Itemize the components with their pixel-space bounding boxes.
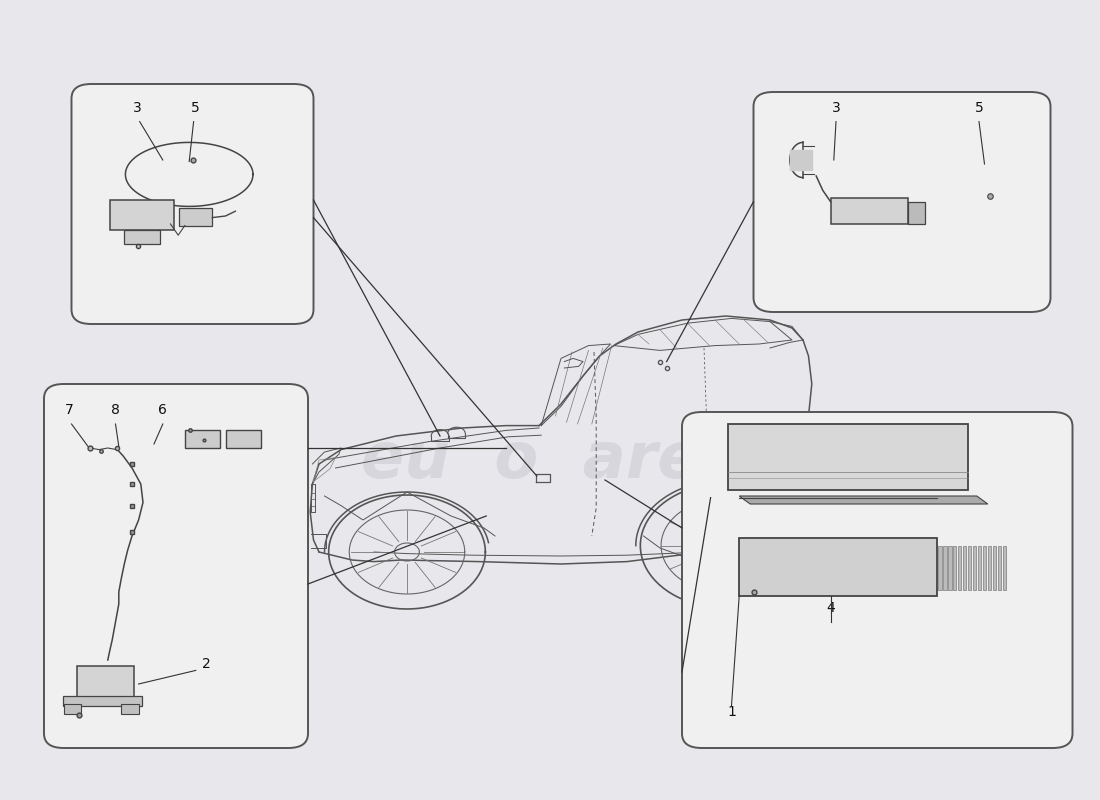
- FancyBboxPatch shape: [64, 704, 81, 714]
- FancyBboxPatch shape: [739, 538, 937, 596]
- Text: 3: 3: [832, 101, 840, 115]
- Text: 5: 5: [975, 101, 983, 115]
- Text: 2: 2: [202, 657, 211, 671]
- FancyBboxPatch shape: [978, 546, 981, 590]
- FancyBboxPatch shape: [908, 202, 925, 224]
- FancyBboxPatch shape: [948, 546, 951, 590]
- FancyBboxPatch shape: [63, 696, 142, 706]
- FancyBboxPatch shape: [972, 546, 977, 590]
- FancyBboxPatch shape: [179, 208, 212, 226]
- FancyBboxPatch shape: [1003, 546, 1005, 590]
- FancyBboxPatch shape: [992, 546, 997, 590]
- FancyBboxPatch shape: [754, 92, 1050, 312]
- FancyBboxPatch shape: [682, 412, 1072, 748]
- FancyBboxPatch shape: [110, 200, 174, 230]
- FancyBboxPatch shape: [830, 198, 908, 224]
- Text: 6: 6: [158, 403, 167, 418]
- Text: OIDE: OIDE: [706, 489, 724, 495]
- FancyBboxPatch shape: [72, 84, 314, 324]
- FancyBboxPatch shape: [983, 546, 986, 590]
- FancyBboxPatch shape: [728, 424, 968, 490]
- Polygon shape: [739, 496, 988, 504]
- FancyBboxPatch shape: [124, 230, 160, 244]
- FancyBboxPatch shape: [968, 546, 971, 590]
- FancyBboxPatch shape: [938, 546, 942, 590]
- Text: 4: 4: [826, 601, 835, 615]
- FancyBboxPatch shape: [44, 384, 308, 748]
- Text: 3: 3: [133, 101, 142, 115]
- Text: 5: 5: [191, 101, 200, 115]
- Text: 8: 8: [111, 403, 120, 418]
- FancyBboxPatch shape: [958, 546, 961, 590]
- FancyBboxPatch shape: [226, 430, 261, 448]
- FancyBboxPatch shape: [964, 546, 966, 590]
- Text: 7: 7: [65, 403, 74, 418]
- FancyBboxPatch shape: [998, 546, 1001, 590]
- FancyBboxPatch shape: [121, 704, 139, 714]
- FancyBboxPatch shape: [953, 546, 956, 590]
- FancyBboxPatch shape: [988, 546, 991, 590]
- Text: 1: 1: [727, 705, 736, 719]
- Polygon shape: [790, 150, 812, 170]
- FancyBboxPatch shape: [943, 546, 946, 590]
- FancyBboxPatch shape: [77, 666, 134, 698]
- Text: eu  o  ares: eu o ares: [361, 429, 739, 491]
- FancyBboxPatch shape: [185, 430, 220, 448]
